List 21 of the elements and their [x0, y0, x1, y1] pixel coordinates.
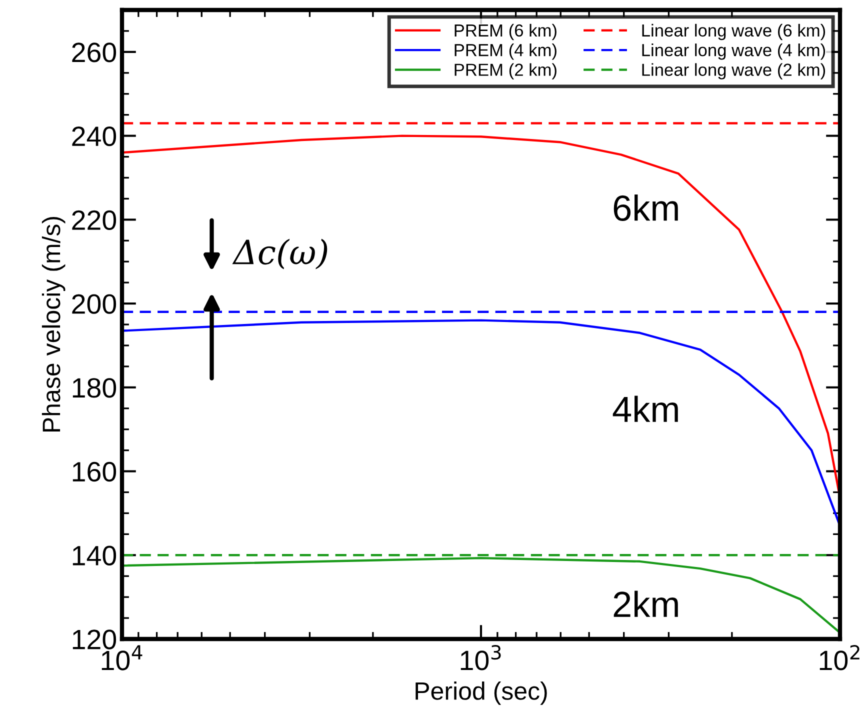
- y-tick-label: 140: [72, 546, 116, 566]
- legend-label: Linear long wave (2 km): [642, 63, 826, 80]
- x-axis-title: Period (sec): [416, 682, 547, 705]
- legend-label: PREM (4 km): [454, 44, 556, 60]
- legend-label: Linear long wave (6 km): [642, 24, 826, 40]
- annotation: Δc(ω): [232, 238, 328, 270]
- annotation: 2km: [614, 590, 678, 617]
- y-tick-label: 200: [72, 294, 116, 314]
- x-tick-label: 10$^{3}$: [460, 644, 501, 670]
- y-tick-label: 220: [72, 210, 116, 230]
- legend-label: PREM (2 km): [454, 63, 556, 80]
- y-tick-label: 240: [72, 126, 116, 146]
- y-tick-label: 260: [72, 42, 116, 62]
- y-tick-label: 160: [72, 462, 116, 482]
- annotation: 4km: [612, 396, 678, 422]
- legend-label: PREM (6 km): [454, 24, 556, 40]
- y-tick-label: 180: [72, 378, 116, 398]
- annotation: 6km: [614, 194, 678, 221]
- x-tick-label: 10$^{2}$: [820, 644, 860, 670]
- legend-label: Linear long wave (4 km): [642, 44, 826, 60]
- y-axis-title: Phase velociy (m/s): [42, 216, 66, 432]
